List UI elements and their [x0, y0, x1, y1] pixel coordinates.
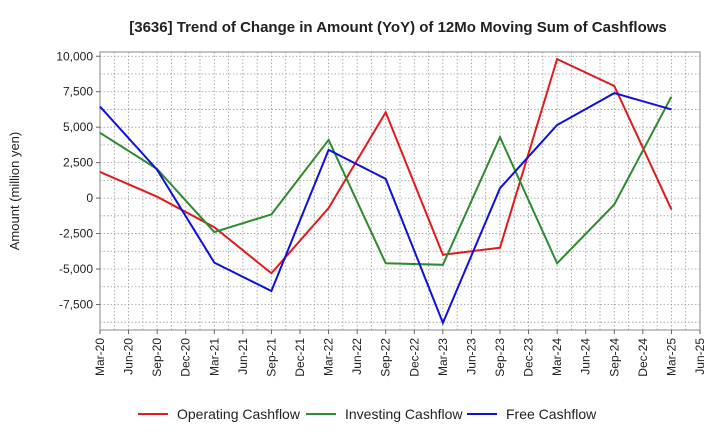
chart-title: [3636] Trend of Change in Amount (YoY) o… [129, 19, 667, 36]
x-tick-label: Mar-23 [436, 338, 450, 376]
legend: Operating Cashflow Investing Cashflow Free… [138, 406, 597, 422]
x-tick-label: Jun-25 [693, 338, 707, 375]
x-tick-label: Sep-24 [607, 338, 621, 377]
legend-label-operating-cashflow: Operating Cashflow [177, 406, 301, 422]
x-tick-label: Mar-24 [550, 338, 564, 376]
x-tick-label: Dec-22 [407, 338, 421, 377]
x-tick-label: Jun-21 [236, 338, 250, 375]
plot-frame [99, 51, 701, 331]
series-line-free-cashflow [99, 92, 672, 326]
x-tick-label: Mar-22 [322, 338, 336, 376]
x-tick-label: Dec-20 [179, 338, 193, 377]
x-tick-label: Jun-22 [350, 338, 364, 375]
y-tick-label: -7,500 [59, 297, 93, 311]
x-tick-label: Sep-23 [493, 338, 507, 377]
x-tick-label: Mar-25 [664, 338, 678, 376]
y-tick-label: -2,500 [59, 227, 93, 241]
legend-label-free-cashflow: Free Cashflow [506, 406, 597, 422]
y-tick-label: -5,000 [59, 262, 93, 276]
x-tick-label: Jun-24 [579, 338, 593, 375]
legend-label-investing-cashflow: Investing Cashflow [345, 406, 463, 422]
x-tick-label: Mar-20 [93, 338, 107, 376]
x-tick-label: Sep-21 [264, 338, 278, 377]
x-tick-label: Jun-20 [122, 338, 136, 375]
x-tick-label: Dec-21 [293, 338, 307, 377]
x-tick-label: Sep-22 [379, 338, 393, 377]
series-line-operating-cashflow [99, 57, 673, 275]
y-tick-label: 10,000 [56, 49, 93, 63]
y-tick-label: 2,500 [63, 156, 93, 170]
series-layer [99, 57, 673, 326]
y-tick-label: 5,000 [63, 120, 93, 134]
y-tick-label: 0 [86, 191, 93, 205]
y-axis-label: Amount (million yen) [7, 132, 22, 251]
x-tick-labels: Mar-20 Jun-20 Sep-20 Dec-20 Mar-21 Jun-21 Sep-… [93, 330, 707, 377]
x-tick-label: Dec-23 [522, 338, 536, 377]
series-line-investing-cashflow [99, 96, 673, 266]
x-tick-label: Sep-20 [150, 338, 164, 377]
y-tick-label: 7,500 [63, 85, 93, 99]
x-tick-label: Dec-24 [636, 338, 650, 377]
y-tick-labels: 10,000 7,500 5,000 2,500 0 -2,500 -5,000 -7,500 [56, 49, 100, 311]
x-tick-label: Jun-23 [464, 338, 478, 375]
grid-layer [99, 52, 701, 330]
x-tick-label: Mar-21 [207, 338, 221, 376]
